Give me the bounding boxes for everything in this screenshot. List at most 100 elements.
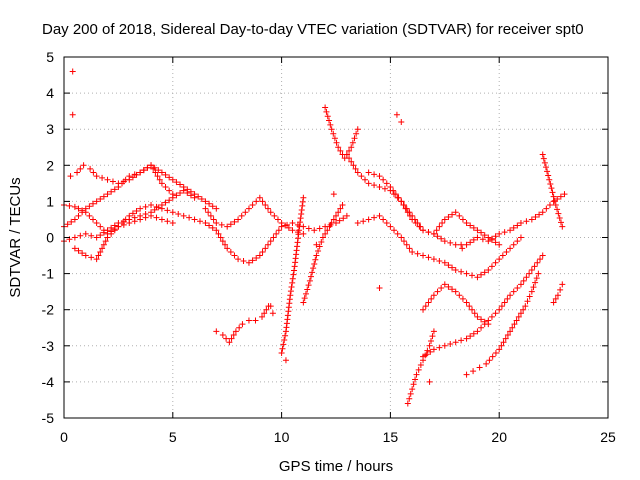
data-point [327,121,334,128]
data-point [104,234,111,241]
data-point [507,292,514,299]
data-point [74,169,81,176]
data-point [467,333,474,340]
data-point [287,292,294,299]
data-point [488,263,495,270]
data-point [235,256,242,263]
data-point [470,224,477,231]
data-point [126,176,133,183]
data-point [501,229,508,236]
data-point [298,211,305,218]
data-point [97,223,104,230]
data-point [485,321,492,328]
data-point [245,205,252,212]
data-point [202,205,209,212]
data-point [206,200,213,207]
data-point [253,254,260,261]
data-point [554,292,561,299]
data-point [290,271,297,278]
data-point [162,183,169,190]
data-point [407,390,414,397]
data-point [227,248,234,255]
data-point [180,187,187,194]
data-point [536,211,543,218]
x-axis-title: GPS time / hours [279,458,393,475]
data-point [184,189,191,196]
data-point [365,169,372,176]
data-point [300,194,307,201]
data-point [403,241,410,248]
data-point [492,310,499,317]
data-point [324,113,331,120]
data-point [155,204,162,211]
data-point [162,171,169,178]
data-point [227,221,234,228]
data-point [71,234,78,241]
data-point [479,236,486,243]
data-point [520,306,527,313]
data-point [261,310,268,317]
data-point [404,400,411,407]
data-point [302,290,309,297]
data-point [169,194,176,201]
data-point [466,303,473,310]
x-tick-label: 15 [383,429,399,445]
data-point [481,318,488,325]
data-point [162,199,169,206]
data-point [496,256,503,263]
data-point [511,321,518,328]
data-point [415,366,422,373]
data-point [348,158,355,165]
data-point [154,173,161,180]
data-point [504,295,511,302]
data-point [509,324,516,331]
data-point [259,248,266,255]
y-tick-label: 5 [46,49,54,65]
data-point [410,381,417,388]
data-point [191,216,198,223]
data-point [253,198,260,205]
data-point [441,216,448,223]
data-point [559,281,566,288]
data-point [318,239,325,246]
x-tick-label: 10 [274,429,290,445]
data-point [522,303,529,310]
data-point [164,218,171,225]
data-point [456,292,463,299]
data-point [441,238,448,245]
data-point [426,378,433,385]
data-point [129,210,136,217]
data-point [148,212,155,219]
y-axis-title: SDTVAR / TECUs [7,177,24,297]
data-point [205,209,212,216]
data-point [315,248,322,255]
data-point [439,220,446,227]
data-point [358,173,365,180]
data-point [69,68,76,75]
data-point [436,344,443,351]
data-point [99,245,106,252]
data-point [297,215,304,222]
data-point [532,279,539,286]
data-point [398,118,405,125]
data-point [514,222,521,229]
data-point [187,192,194,199]
data-point [311,260,318,267]
data-point [335,209,342,216]
data-point [534,259,541,266]
data-point [412,220,419,227]
data-point [88,254,95,261]
data-point [478,229,485,236]
data-point [75,205,82,212]
data-point [296,223,303,230]
y-tick-label: -5 [42,410,55,426]
data-point [306,277,313,284]
data-point [166,197,173,204]
data-point [209,224,216,231]
data-point [540,155,547,162]
data-point [309,269,316,276]
data-point [434,233,441,240]
data-point [557,286,564,293]
data-point [430,230,437,237]
